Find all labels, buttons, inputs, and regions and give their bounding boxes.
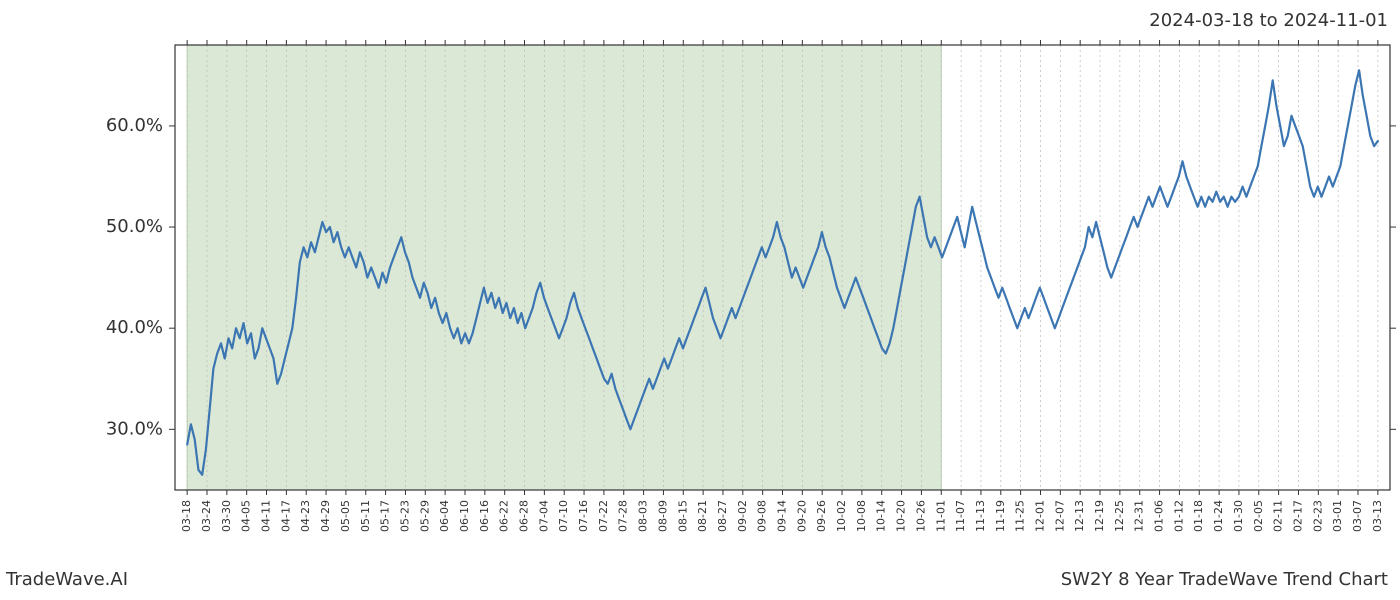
xtick-label: 04-11 [260, 500, 273, 532]
xtick-label: 08-15 [676, 500, 689, 532]
xtick-label: 07-28 [617, 500, 630, 532]
xtick-label: 06-28 [518, 500, 531, 532]
xtick-label: 11-13 [974, 500, 987, 532]
chart-caption: SW2Y 8 Year TradeWave Trend Chart [1061, 569, 1388, 590]
xtick-label: 08-03 [637, 500, 650, 532]
xtick-label: 12-25 [1113, 500, 1126, 532]
xtick-label: 12-19 [1093, 500, 1106, 532]
xtick-label: 03-24 [200, 500, 213, 532]
xtick-label: 05-17 [379, 500, 392, 532]
xtick-label: 10-08 [855, 500, 868, 532]
xtick-label: 03-07 [1351, 500, 1364, 532]
xtick-label: 11-01 [934, 500, 947, 532]
xtick-label: 05-05 [339, 500, 352, 532]
xtick-label: 01-24 [1212, 500, 1225, 532]
xtick-label: 04-29 [319, 500, 332, 532]
date-range-label: 2024-03-18 to 2024-11-01 [1149, 10, 1388, 31]
xtick-label: 07-22 [597, 500, 610, 532]
xtick-label: 12-13 [1073, 500, 1086, 532]
xtick-label: 05-29 [418, 500, 431, 532]
xtick-label: 12-31 [1133, 500, 1146, 532]
chart-svg: 30.0% 40.0% 50.0% 60.0% 03-18 03-24 03-30 04-05… [0, 0, 1400, 600]
xtick-label: 06-16 [478, 500, 491, 532]
xtick-label: 05-11 [359, 500, 372, 532]
xtick-label: 09-20 [795, 500, 808, 532]
xtick-label: 10-02 [835, 500, 848, 532]
xtick-label: 11-07 [954, 500, 967, 532]
xtick-label: 10-20 [895, 500, 908, 532]
xtick-label: 08-21 [696, 500, 709, 532]
xtick-label: 02-23 [1311, 500, 1324, 532]
xtick-label: 06-22 [498, 500, 511, 532]
xtick-label: 09-08 [756, 500, 769, 532]
xtick-label: 03-18 [180, 500, 193, 532]
xtick-label: 06-04 [438, 500, 451, 532]
xtick-label: 11-19 [994, 500, 1007, 532]
xtick-label: 07-04 [537, 500, 550, 532]
brand-label: TradeWave.AI [6, 569, 128, 590]
xtick-label: 02-11 [1272, 500, 1285, 532]
xtick-label: 01-30 [1232, 500, 1245, 532]
chart-container: { "header": { "date_range": "2024-03-18 … [0, 0, 1400, 600]
xtick-label: 11-25 [1014, 500, 1027, 532]
xtick-label: 07-10 [557, 500, 570, 532]
xtick-label: 09-02 [736, 500, 749, 532]
xtick-label: 09-26 [815, 500, 828, 532]
ytick-label: 30.0% [106, 418, 163, 439]
xtick-label: 12-07 [1053, 500, 1066, 532]
xtick-label: 05-23 [398, 500, 411, 532]
ytick-label: 60.0% [106, 115, 163, 136]
xtick-label: 03-01 [1331, 500, 1344, 532]
xtick-label: 07-16 [577, 500, 590, 532]
xtick-label: 04-05 [240, 500, 253, 532]
xtick-label: 04-17 [279, 500, 292, 532]
xtick-label: 12-01 [1033, 500, 1046, 532]
ytick-label: 50.0% [106, 216, 163, 237]
xtick-label: 02-17 [1291, 500, 1304, 532]
xtick-label: 08-09 [656, 500, 669, 532]
xtick-label: 04-23 [299, 500, 312, 532]
xtick-label: 09-14 [776, 500, 789, 532]
xtick-label: 01-06 [1153, 500, 1166, 532]
ytick-label: 40.0% [106, 317, 163, 338]
xtick-label: 03-13 [1371, 500, 1384, 532]
xtick-label: 10-26 [914, 500, 927, 532]
xtick-label: 08-27 [716, 500, 729, 532]
xtick-label: 10-14 [875, 500, 888, 532]
xtick-label: 03-30 [220, 500, 233, 532]
xtick-label: 06-10 [458, 500, 471, 532]
xtick-label: 01-12 [1172, 500, 1185, 532]
xtick-label: 02-05 [1252, 500, 1265, 532]
xtick-label: 01-18 [1192, 500, 1205, 532]
